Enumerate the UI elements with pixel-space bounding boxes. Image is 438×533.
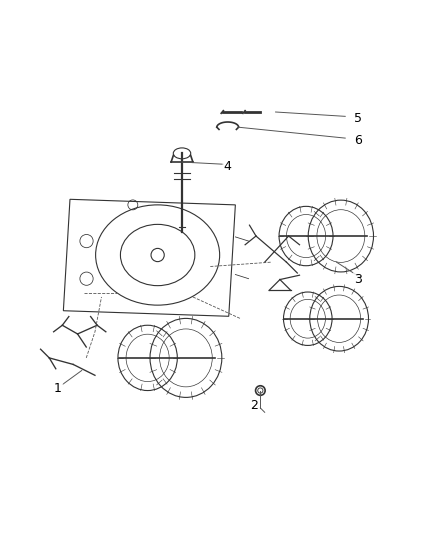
Text: 2: 2 <box>250 399 258 412</box>
Text: 1: 1 <box>54 382 62 395</box>
Text: 6: 6 <box>354 134 362 147</box>
Text: 5: 5 <box>354 112 362 125</box>
Text: 4: 4 <box>224 160 232 173</box>
Text: 3: 3 <box>354 273 362 286</box>
